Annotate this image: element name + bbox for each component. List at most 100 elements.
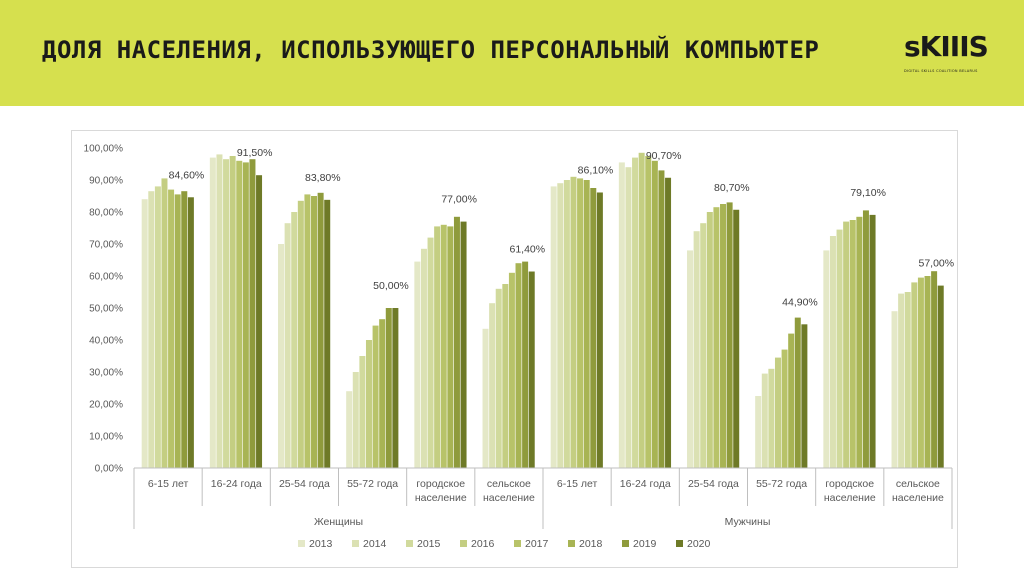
bar <box>781 349 788 468</box>
x-tick-label: городское <box>825 478 874 490</box>
y-tick-label: 30,00% <box>89 368 123 379</box>
x-tick-label: 6-15 лет <box>557 478 598 490</box>
bar <box>414 261 421 468</box>
bar <box>651 160 658 469</box>
bar <box>577 178 584 468</box>
bar <box>557 183 564 468</box>
bar <box>788 333 795 468</box>
y-tick-label: 0,00% <box>95 464 123 475</box>
bar <box>713 207 720 468</box>
bar <box>434 226 441 468</box>
x-tick-label: 55-72 года <box>756 478 807 490</box>
legend-label: 2015 <box>417 538 441 550</box>
x-tick-label: сельское <box>896 478 940 490</box>
bar <box>482 328 489 468</box>
data-label: 80,70% <box>714 182 750 194</box>
bar <box>359 356 366 468</box>
legend-label: 2020 <box>687 538 711 550</box>
x-tick-label: население <box>483 492 535 504</box>
bar <box>720 204 727 468</box>
bar <box>311 196 318 468</box>
bar <box>209 157 216 468</box>
legend-swatch <box>406 540 413 547</box>
bar <box>284 223 291 468</box>
bar <box>372 325 379 468</box>
bar <box>168 189 175 468</box>
bar <box>823 250 830 468</box>
bar <box>665 177 672 468</box>
legend-label: 2013 <box>309 538 333 550</box>
y-tick-label: 50,00% <box>89 304 123 315</box>
bar <box>550 186 557 468</box>
bar <box>187 197 194 468</box>
legend-swatch <box>676 540 683 547</box>
y-tick-label: 100,00% <box>84 144 124 155</box>
legend-label: 2018 <box>579 538 603 550</box>
bar <box>856 216 863 468</box>
x-tick-label: 16-24 года <box>620 478 671 490</box>
x-tick-label: 25-54 года <box>279 478 330 490</box>
data-label: 50,00% <box>373 280 409 292</box>
bar <box>174 194 181 468</box>
bar <box>869 214 876 468</box>
chart-container: 0,00% 10,00% 20,00% 30,00% 40,00% 50,00% 60,00… <box>71 130 958 568</box>
legend-label: 2019 <box>633 538 657 550</box>
legend-swatch <box>352 540 359 547</box>
bar <box>154 186 161 468</box>
bar <box>291 212 298 468</box>
bar <box>937 285 944 468</box>
header-banner: ДОЛЯ НАСЕЛЕНИЯ, ИСПОЛЬЗУЮЩЕГО ПЕРСОНАЛЬН… <box>0 0 1024 106</box>
legend-label: 2017 <box>525 538 549 550</box>
x-tick-label: 55-72 года <box>347 478 398 490</box>
y-tick-label: 80,00% <box>89 208 123 219</box>
legend-swatch <box>568 540 575 547</box>
y-tick-label: 10,00% <box>89 432 123 443</box>
bar <box>249 159 256 468</box>
y-tick-label: 40,00% <box>89 336 123 347</box>
legend-swatch <box>460 540 467 547</box>
bar <box>836 229 843 468</box>
bar <box>502 284 509 468</box>
bar <box>570 176 577 469</box>
bar <box>632 157 639 468</box>
bar <box>891 311 898 468</box>
legend-label: 2016 <box>471 538 495 550</box>
bar <box>849 220 856 468</box>
bar <box>638 152 645 469</box>
data-label: 84,60% <box>169 169 205 181</box>
x-tick-label: 25-54 года <box>688 478 739 490</box>
bar <box>625 167 632 468</box>
bar <box>453 216 460 468</box>
bar <box>794 317 801 468</box>
bar-chart: 0,00% 10,00% 20,00% 30,00% 40,00% 50,00% 60,00… <box>84 144 955 551</box>
bar <box>755 396 762 468</box>
y-tick-label: 70,00% <box>89 240 123 251</box>
bar <box>324 199 331 468</box>
bar <box>346 391 353 468</box>
bar <box>687 250 694 468</box>
page-title: ДОЛЯ НАСЕЛЕНИЯ, ИСПОЛЬЗУЮЩЕГО ПЕРСОНАЛЬН… <box>42 36 820 64</box>
bar <box>304 194 311 468</box>
bar <box>917 277 924 468</box>
legend-swatch <box>514 540 521 547</box>
bar <box>768 368 775 468</box>
data-label: 79,10% <box>850 187 886 199</box>
bar <box>522 261 529 468</box>
bar <box>898 293 905 468</box>
bar <box>392 308 399 468</box>
bar <box>931 271 938 468</box>
bar <box>733 209 740 468</box>
bar <box>829 236 836 468</box>
bar <box>141 199 148 468</box>
bar <box>242 162 249 468</box>
bar <box>148 191 155 468</box>
bar <box>515 263 522 468</box>
bar <box>658 170 665 468</box>
bar <box>590 188 597 468</box>
data-label: 90,70% <box>646 150 682 162</box>
x-tick-label: население <box>824 492 876 504</box>
bar <box>427 237 434 468</box>
legend-swatch <box>298 540 305 547</box>
bar <box>460 221 467 468</box>
bar <box>352 372 359 468</box>
